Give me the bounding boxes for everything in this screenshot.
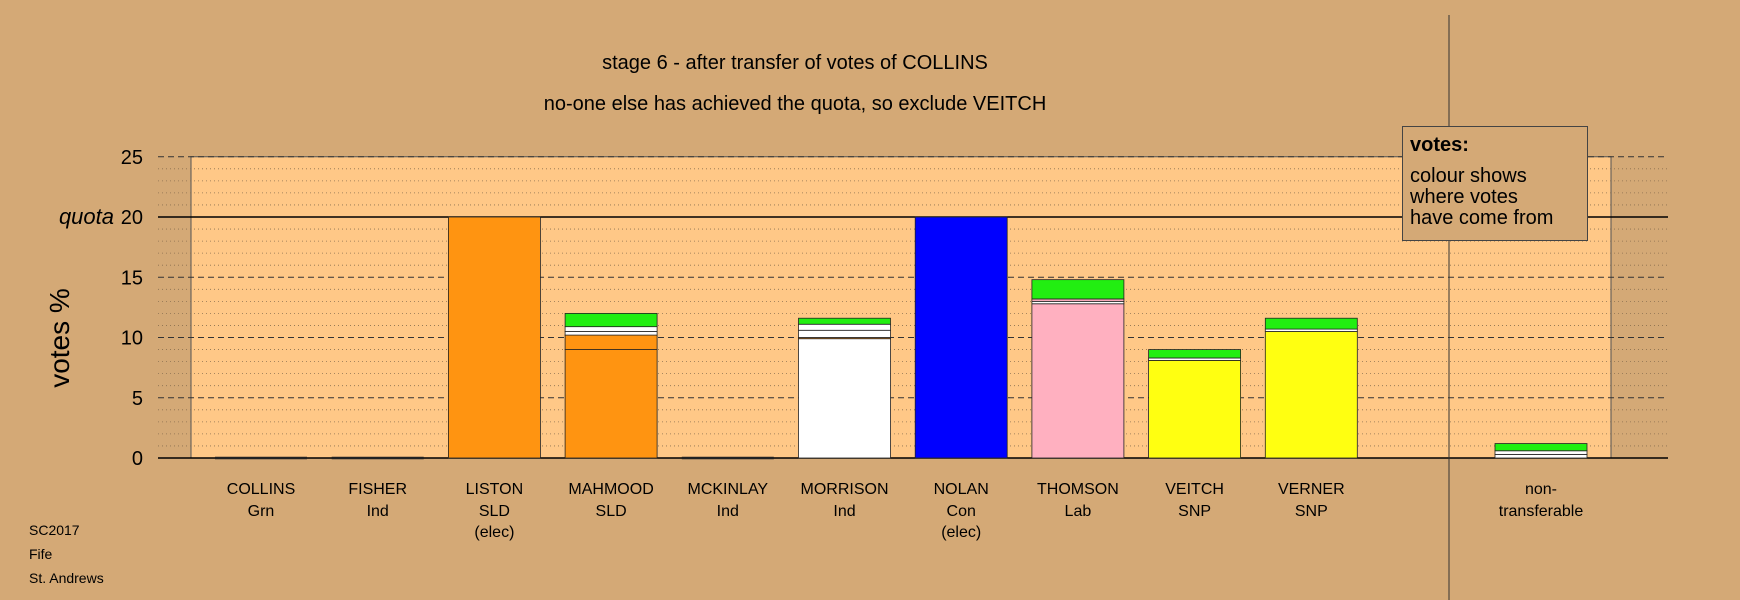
plot-area [190,156,1612,459]
candidate-party-label: SNP [1178,503,1211,520]
bar-segment [798,323,891,331]
candidate-party-label: SNP [1295,503,1328,520]
bar-segment [798,338,891,459]
candidate-party-label: Ind [717,503,739,520]
candidate-name-label: FISHER [348,481,407,498]
bar-segment [564,326,658,332]
nontransferable-segment [1494,443,1588,452]
bar-segment [564,349,658,459]
legend-text: colour shows where votes have come from [1410,165,1554,229]
y-tick-label: 20 [121,207,143,229]
chart-title: stage 6 - after transfer of votes of COL… [602,52,988,74]
footer-ward: St. Andrews [29,570,104,586]
bar-segment [798,329,891,338]
candidate-name-label: LISTON [466,481,524,498]
y-tick-label: 10 [121,328,143,350]
candidate-name-label: MCKINLAY [687,481,768,498]
legend-box: votes: colour shows where votes have com… [1402,126,1588,241]
nontransferable-label: non- [1525,481,1557,498]
y-axis-label: votes % [44,288,75,388]
bar-segment [798,317,891,325]
quota-label: quota [59,204,114,229]
candidate-elected-label: (elec) [474,524,514,541]
y-tick-label: 5 [132,388,143,410]
candidate-name-label: NOLAN [934,481,989,498]
legend-title: votes: [1410,134,1469,156]
bar-segment [1031,303,1125,459]
candidate-party-label: Grn [248,503,275,520]
candidate-name-label: MORRISON [801,481,889,498]
bar-segment [1148,359,1241,459]
candidate-party-label: Ind [367,503,389,520]
nontransferable-label: transferable [1499,503,1584,520]
candidate-elected-label: (elec) [941,524,981,541]
footer-election: SC2017 [29,522,80,538]
bar-segment [564,312,658,328]
candidate-party-label: Lab [1065,503,1092,520]
candidate-name-label: COLLINS [227,481,295,498]
bar-segment [447,216,541,459]
candidate-party-label: SLD [479,503,510,520]
candidate-name-label: VERNER [1278,481,1345,498]
candidate-name-label: MAHMOOD [568,481,653,498]
bar-segment [564,331,658,336]
nontransferable-segment [1494,453,1588,459]
bar-segment [1031,279,1125,300]
chart-subtitle: no-one else has achieved the quota, so e… [543,93,1047,115]
bar-segment [914,216,1008,459]
y-tick-label: 15 [121,267,143,289]
candidate-name-label: THOMSON [1037,481,1119,498]
footer-council: Fife [29,546,53,562]
candidate-party-label: Ind [833,503,855,520]
candidate-name-label: VEITCH [1165,481,1224,498]
candidate-party-label: Con [947,503,976,520]
bar-segment [1264,317,1358,330]
bar-segment [1264,331,1358,459]
bar-segment [564,334,658,350]
nontransferable-segment [1494,450,1588,455]
y-tick-label: 25 [121,147,143,169]
y-tick-label: 0 [132,448,143,470]
bar-segment [1148,349,1241,359]
candidate-party-label: SLD [596,503,627,520]
